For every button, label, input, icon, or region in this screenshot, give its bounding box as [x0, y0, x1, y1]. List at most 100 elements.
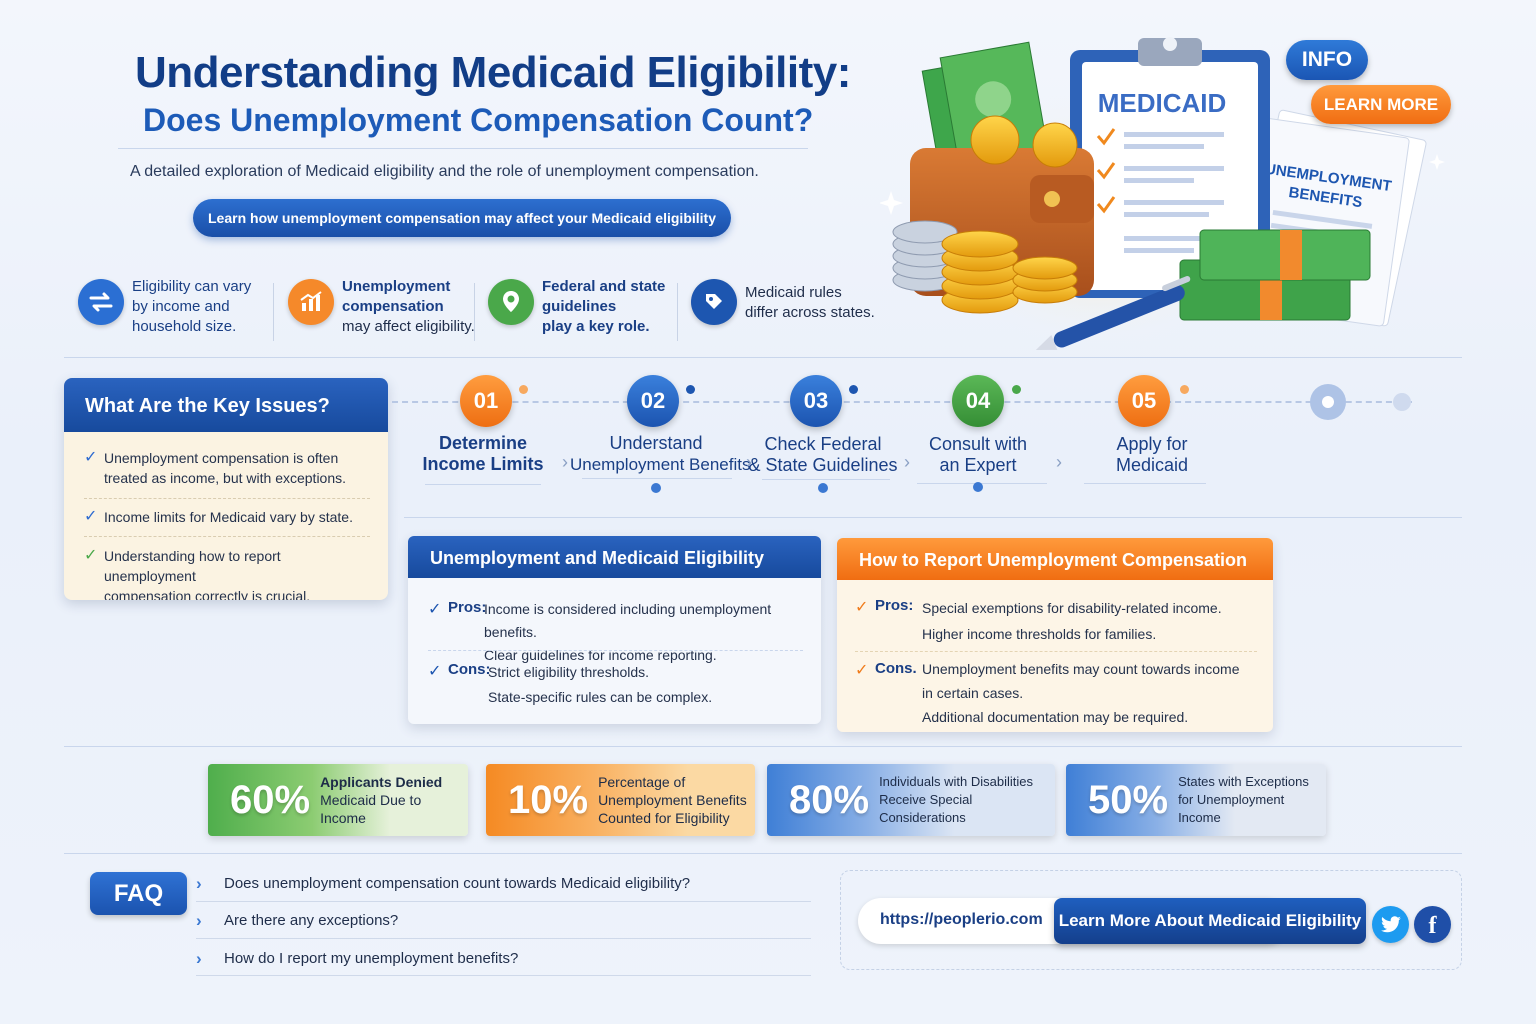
- step-line: Income Limits: [422, 454, 544, 474]
- issue-item: ✓ Understanding how to report unemployme…: [84, 546, 370, 600]
- footer-box: [840, 870, 1462, 970]
- facebook-icon[interactable]: f: [1414, 906, 1451, 943]
- check-icon: ✓: [855, 599, 869, 616]
- stat-label: States with Exceptions for Unemployment …: [1178, 773, 1326, 827]
- step-number: 02: [627, 375, 679, 427]
- clipboard-title: MEDICAID: [1098, 88, 1227, 118]
- feature-line: Federal and state: [542, 278, 666, 295]
- feature-line: differ across states.: [745, 304, 875, 321]
- divider: [196, 975, 811, 976]
- feature-line: by income and: [132, 298, 230, 315]
- pros-item: Special exemptions for disability-relate…: [922, 600, 1222, 616]
- cons-label: Cons.: [875, 660, 917, 677]
- stat-value: 50%: [1088, 777, 1169, 822]
- step-label[interactable]: Apply for Medicaid: [1086, 434, 1218, 476]
- learn-more-medicaid-button[interactable]: Learn More About Medicaid Eligibility: [1054, 898, 1366, 944]
- feature-line: Medicaid rules: [745, 284, 842, 301]
- step-number: 04: [952, 375, 1004, 427]
- step-dot: [651, 483, 661, 493]
- chevron-right-icon: ›: [196, 911, 202, 930]
- chevron-right-icon: ›: [904, 452, 910, 472]
- step-line: Determine: [438, 433, 528, 453]
- step-label[interactable]: Understand Unemployment Benefits: [570, 433, 750, 475]
- feature-line: guidelines: [542, 298, 617, 315]
- step-dot: [686, 385, 695, 394]
- stat-line: Medicaid Due to Income: [320, 792, 422, 826]
- stat-label: Individuals with Disabilities Receive Sp…: [879, 773, 1055, 827]
- faq-question-text: How do I report my unemployment benefits…: [224, 950, 519, 967]
- step-dot: [519, 385, 528, 394]
- issue-line: compensation correctly is crucial.: [104, 588, 311, 600]
- stat-line: Unemployment Benefits: [598, 792, 747, 808]
- page-title: Understanding Medicaid Eligibility:: [135, 48, 851, 97]
- site-url-link[interactable]: https://peoplerio.com: [880, 911, 1043, 928]
- divider: [84, 536, 370, 537]
- info-button[interactable]: INFO: [1286, 40, 1368, 80]
- check-icon: ✓: [84, 508, 98, 525]
- issue-item: ✓ Income limits for Medicaid vary by sta…: [84, 507, 370, 527]
- check-icon: ✓: [84, 547, 98, 564]
- divider: [428, 650, 803, 651]
- medicaid-illustration: UNEMPLOYMENT BENEFITS MEDICAID: [880, 37, 1445, 350]
- step-dot: [1393, 393, 1411, 411]
- feature-line: compensation: [342, 298, 444, 315]
- step-dot: [818, 483, 828, 493]
- stat-card: 10% Percentage of Unemployment Benefits …: [486, 764, 755, 836]
- divider: [1084, 483, 1206, 484]
- chart-icon: [288, 279, 334, 325]
- learn-more-button[interactable]: LEARN MORE: [1311, 85, 1451, 124]
- cons-item: State-specific rules can be complex.: [488, 689, 713, 705]
- step-dot: [1180, 385, 1189, 394]
- timeline-track: [392, 401, 1412, 403]
- facebook-glyph: f: [1428, 912, 1437, 939]
- divider: [762, 479, 890, 480]
- twitter-icon[interactable]: [1372, 906, 1409, 943]
- stat-label: Applicants Denied Medicaid Due to Income: [320, 773, 468, 827]
- map-pin-icon: [488, 279, 534, 325]
- stat-card: 60% Applicants Denied Medicaid Due to In…: [208, 764, 468, 836]
- issue-line: Understanding how to report unemployment: [104, 548, 281, 584]
- step-dot: [849, 385, 858, 394]
- stat-value: 60%: [230, 777, 311, 822]
- pros-label: Pros:: [448, 599, 487, 616]
- chevron-right-icon: ›: [196, 949, 202, 968]
- faq-question[interactable]: › Are there any exceptions?: [196, 911, 398, 930]
- stat-line: Individuals with Disabilities: [879, 774, 1033, 789]
- pros-item: Higher income thresholds for families.: [922, 626, 1157, 642]
- issue-line: Unemployment compensation is often: [104, 450, 339, 466]
- eligibility-card: Unemployment and Medicaid Eligibility ✓ …: [408, 536, 821, 724]
- stat-card: 80% Individuals with Disabilities Receiv…: [767, 764, 1055, 836]
- step-line: & State Guidelines: [748, 455, 898, 475]
- divider: [582, 478, 732, 479]
- eligibility-card-title: Unemployment and Medicaid Eligibility: [408, 536, 821, 578]
- check-icon: ✓: [855, 662, 869, 679]
- divider: [425, 484, 541, 485]
- pros-item: Clear guidelines for income reporting.: [484, 647, 717, 663]
- stat-card: 50% States with Exceptions for Unemploym…: [1066, 764, 1326, 836]
- hero-cta-button[interactable]: Learn how unemployment compensation may …: [193, 199, 731, 237]
- step-line: Understand: [609, 433, 703, 453]
- step-label[interactable]: Consult with an Expert: [912, 434, 1044, 476]
- cons-item: Unemployment benefits may count towards …: [922, 661, 1240, 677]
- key-issues-title: What Are the Key Issues?: [64, 378, 388, 432]
- step-label[interactable]: Check Federal & State Guidelines: [748, 434, 898, 476]
- step-label[interactable]: Determine Income Limits: [410, 433, 556, 475]
- step-line: Check Federal: [764, 434, 882, 454]
- faq-question-text: Does unemployment compensation count tow…: [224, 875, 691, 892]
- cons-item: Strict eligibility thresholds.: [488, 664, 650, 680]
- step-dot: [973, 482, 983, 492]
- faq-question[interactable]: › How do I report my unemployment benefi…: [196, 949, 519, 968]
- divider: [855, 651, 1257, 652]
- divider: [196, 901, 811, 902]
- divider: [84, 498, 370, 499]
- chevron-right-icon: ›: [1056, 452, 1062, 472]
- issue-item: ✓ Unemployment compensation is often tre…: [84, 448, 370, 488]
- chevron-right-icon: ›: [562, 452, 568, 472]
- feature-line: household size.: [132, 318, 237, 335]
- feature-item-eligibility: Eligibility can vary by income and house…: [78, 277, 268, 347]
- check-icon: ✓: [84, 449, 98, 466]
- divider: [474, 283, 475, 341]
- pros-list: Income is considered including unemploym…: [484, 598, 821, 667]
- stat-value: 10%: [508, 777, 589, 822]
- faq-question[interactable]: › Does unemployment compensation count t…: [196, 874, 691, 893]
